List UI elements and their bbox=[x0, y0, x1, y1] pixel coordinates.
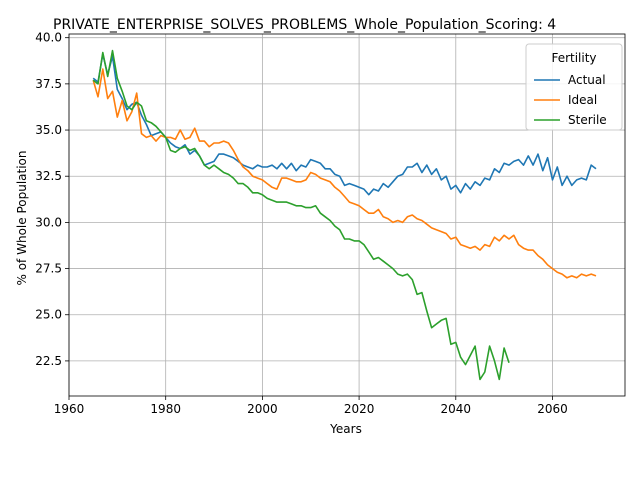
legend-label-ideal: Ideal bbox=[568, 93, 597, 107]
legend: Fertility Actual Ideal Sterile bbox=[525, 43, 623, 131]
series-line-sterile bbox=[92, 49, 510, 381]
legend-label-actual: Actual bbox=[568, 73, 606, 87]
y-axis-label: % of Whole Population bbox=[15, 151, 29, 286]
y-tick-label: 35.0 bbox=[35, 123, 62, 137]
x-tick-label: 2000 bbox=[247, 402, 278, 416]
x-tick-label: 2020 bbox=[344, 402, 375, 416]
x-axis-label: Years bbox=[329, 422, 362, 436]
y-tick-label: 22.5 bbox=[35, 354, 62, 368]
y-tick-label: 40.0 bbox=[35, 31, 62, 45]
y-tick-label: 25.0 bbox=[35, 308, 62, 322]
legend-label-sterile: Sterile bbox=[568, 113, 607, 127]
plot-frame bbox=[68, 33, 626, 397]
x-tick-label: 1980 bbox=[150, 402, 181, 416]
legend-title: Fertility bbox=[551, 51, 596, 65]
x-tick-label: 1960 bbox=[54, 402, 85, 416]
series-line-actual bbox=[92, 53, 597, 196]
legend-box bbox=[525, 43, 623, 131]
y-tick-label: 30.0 bbox=[35, 215, 62, 229]
y-axis: 22.5 25.0 27.5 30.0 32.5 35.0 37.5 40.0 bbox=[35, 31, 69, 368]
x-axis: 1960 1980 2000 2020 2040 2060 bbox=[54, 396, 568, 416]
series-line-ideal bbox=[92, 68, 597, 279]
y-tick-label: 27.5 bbox=[35, 262, 62, 276]
x-tick-label: 2040 bbox=[441, 402, 472, 416]
x-tick-label: 2060 bbox=[537, 402, 568, 416]
series-lines bbox=[92, 49, 597, 381]
y-tick-label: 37.5 bbox=[35, 77, 62, 91]
y-tick-label: 32.5 bbox=[35, 169, 62, 183]
chart-title: PRIVATE_ENTERPRISE_SOLVES_PROBLEMS_Whole… bbox=[53, 17, 556, 33]
